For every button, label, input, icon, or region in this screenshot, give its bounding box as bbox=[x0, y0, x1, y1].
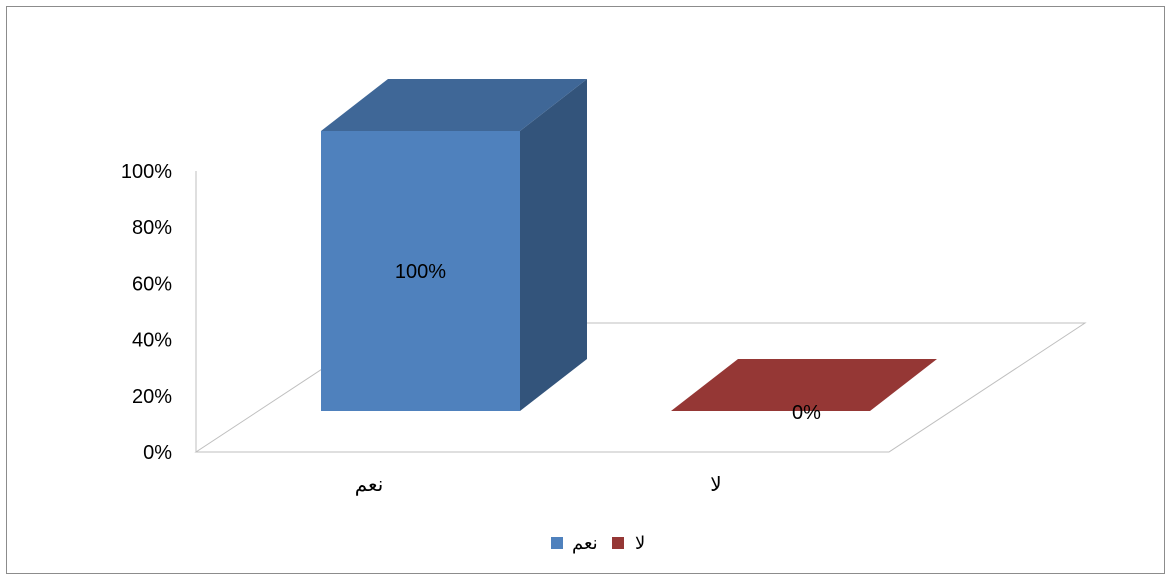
y-tick-label: 20% bbox=[132, 386, 172, 408]
bar-top bbox=[671, 359, 937, 411]
data-label: 100% bbox=[395, 261, 446, 283]
category-label: لا bbox=[710, 474, 721, 496]
bar-top bbox=[321, 79, 587, 131]
legend: نعم لا bbox=[551, 533, 645, 554]
legend-swatch bbox=[551, 537, 563, 549]
y-tick-label: 60% bbox=[132, 273, 172, 295]
category-axis: نعم لا bbox=[355, 474, 722, 496]
legend-item: نعم bbox=[551, 533, 598, 554]
data-labels: 100% 0% bbox=[395, 261, 821, 424]
y-tick-label: 0% bbox=[143, 442, 172, 464]
bars bbox=[321, 79, 937, 411]
legend-item: لا bbox=[612, 533, 645, 553]
legend-label: لا bbox=[635, 533, 645, 553]
y-tick-label: 80% bbox=[132, 217, 172, 239]
bar-front bbox=[321, 131, 520, 411]
data-label: 0% bbox=[792, 402, 821, 424]
category-label: نعم bbox=[355, 474, 384, 496]
bar-side bbox=[520, 79, 587, 411]
bar-2 bbox=[671, 359, 937, 411]
y-tick-label: 100% bbox=[121, 161, 172, 183]
legend-label: نعم bbox=[572, 533, 598, 554]
bar-1 bbox=[321, 79, 587, 411]
y-tick-label: 40% bbox=[132, 330, 172, 352]
value-axis: 0% 20% 40% 60% 80% 100% bbox=[121, 161, 197, 464]
legend-swatch bbox=[612, 537, 624, 549]
